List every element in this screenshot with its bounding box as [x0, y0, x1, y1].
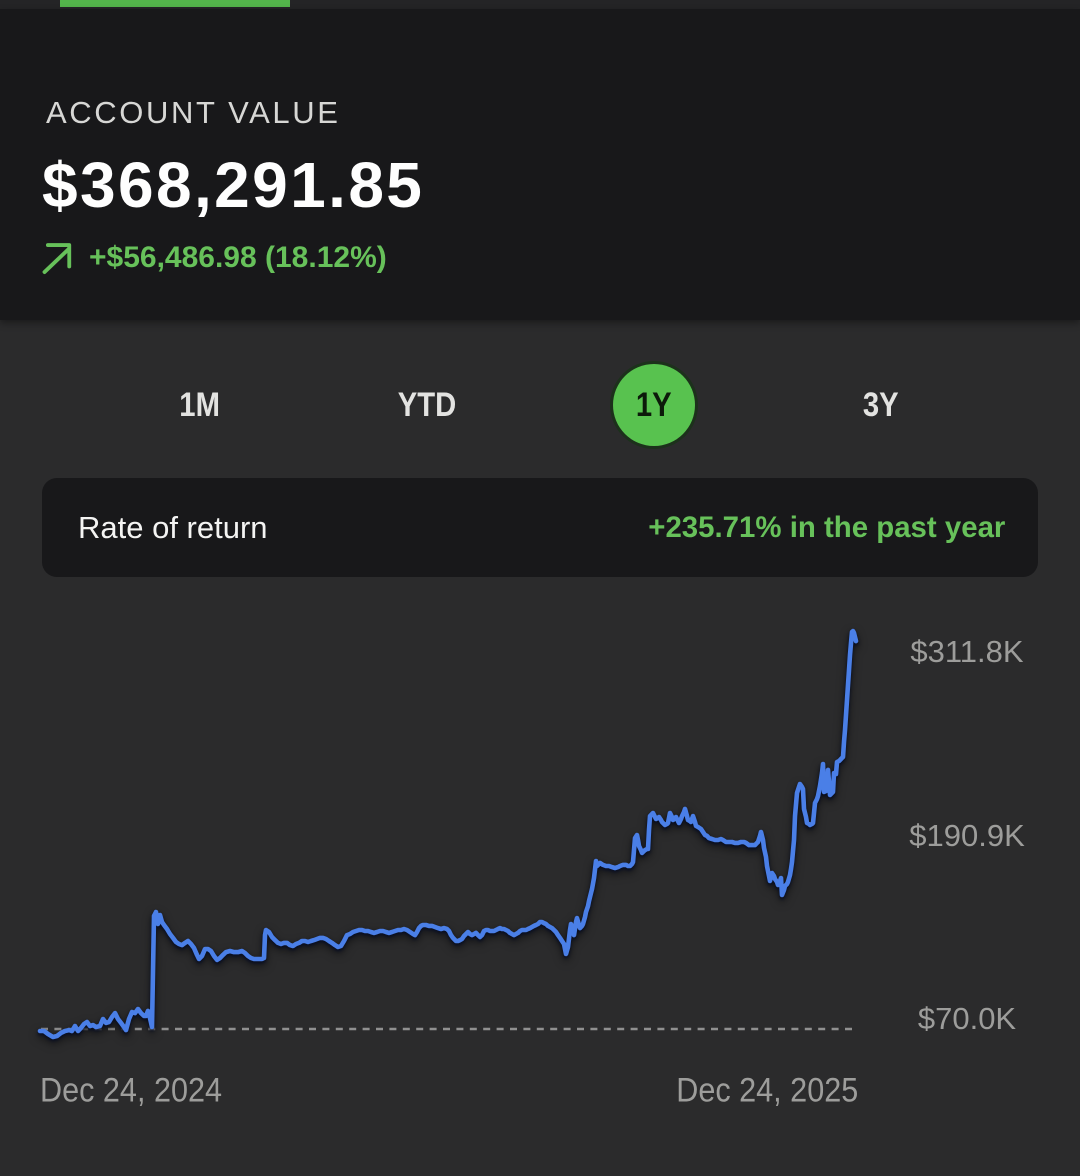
rate-of-return-label: Rate of return: [78, 509, 268, 545]
account-change-text: +$56,486.98 (18.12%): [89, 241, 387, 274]
account-value-card: ACCOUNT VALUE $368,291.85 +$56,486.98 (1…: [0, 9, 1080, 320]
rate-of-return-box: Rate of return +235.71% in the past year: [42, 478, 1038, 577]
tab-1m[interactable]: 1M: [179, 385, 220, 424]
active-section-indicator-bar: [60, 0, 290, 7]
rate-of-return-value: +235.71% in the past year: [647, 510, 1005, 544]
trend-up-arrow-icon: [42, 243, 72, 274]
x-axis-label-start: Dec 24, 2024: [40, 1071, 223, 1110]
tab-1y[interactable]: 1Y: [540, 364, 767, 446]
account-value-label: ACCOUNT VALUE: [46, 95, 341, 130]
y-axis-label-low: $70.0K: [917, 1001, 1017, 1036]
tab-3y[interactable]: 3Y: [862, 385, 899, 424]
range-tabs: 1M YTD 1Y 3Y: [86, 364, 994, 446]
account-value-amount: $368,291.85: [42, 149, 425, 221]
account-value-line: [37, 628, 859, 1040]
tab-ytd[interactable]: YTD: [397, 385, 456, 424]
top-strip: [0, 0, 1080, 9]
y-axis-label-high: $311.8K: [910, 634, 1024, 670]
y-axis-label-mid: $190.9K: [909, 817, 1025, 853]
x-axis-label-end: Dec 24, 2025: [675, 1071, 858, 1110]
